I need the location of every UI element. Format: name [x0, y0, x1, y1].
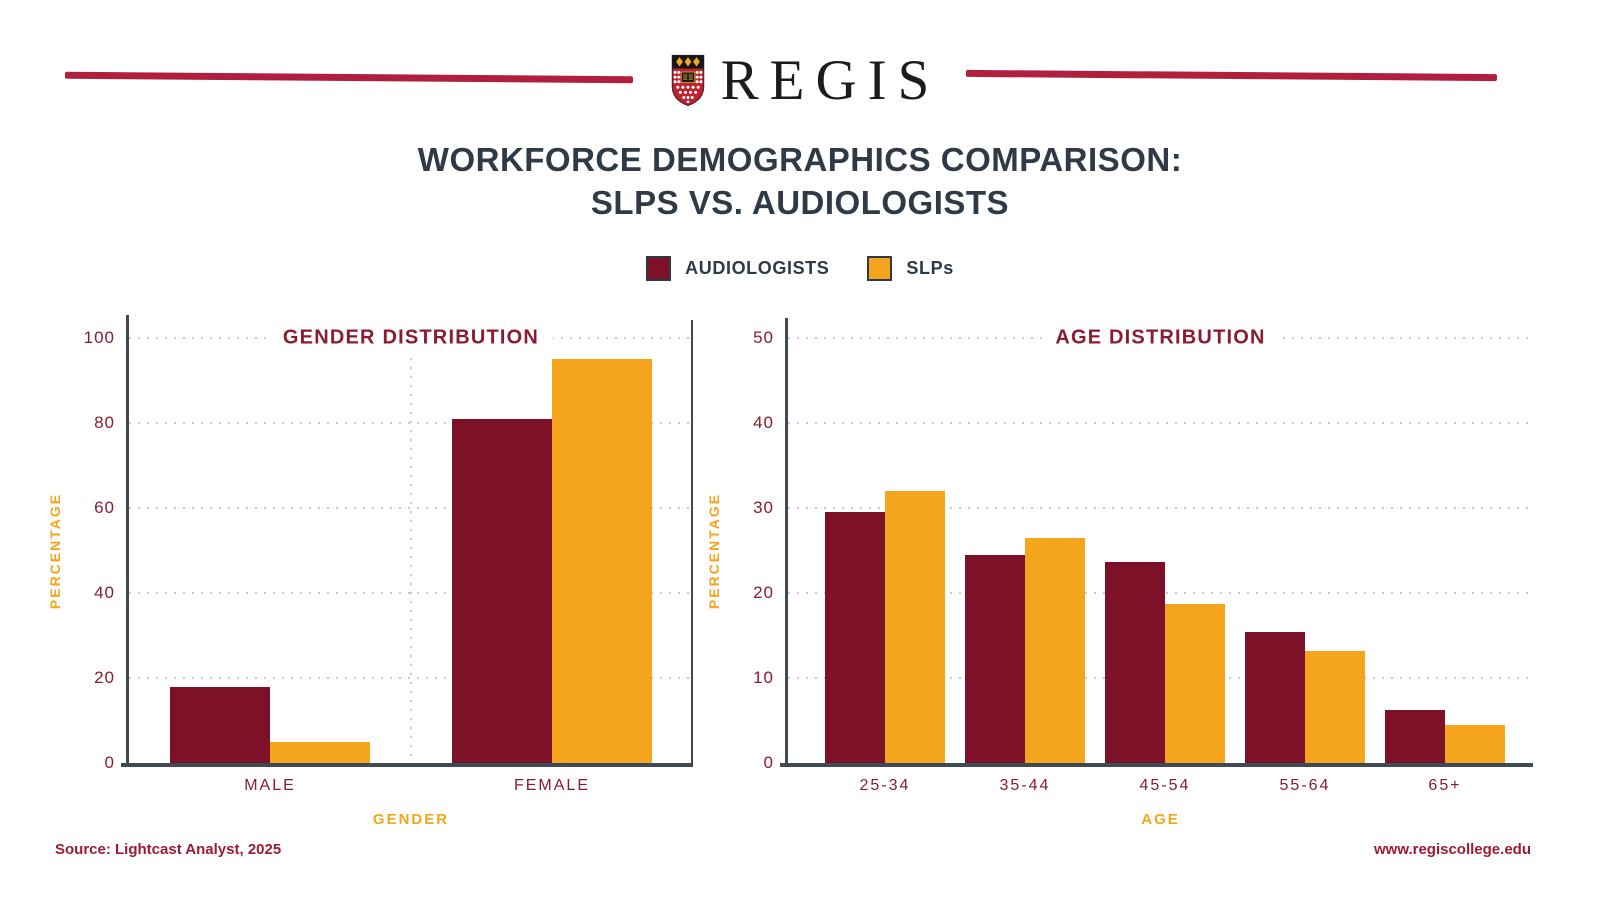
x-axis-line	[121, 763, 693, 767]
x-tick-label-female: FEMALE	[513, 777, 590, 794]
bar-slps-male	[270, 741, 370, 763]
bar-slps-25-34	[885, 491, 945, 763]
y-axis-line	[126, 315, 129, 765]
y-tick-label-30: 30	[753, 498, 774, 517]
regis-wordmark: REGIS	[720, 49, 941, 112]
bar-audiologists-45-54	[1105, 561, 1165, 763]
y-tick-label-100: 100	[83, 328, 115, 347]
y-axis-title-text: PERCENTAGE	[706, 492, 723, 609]
bar-audiologists-35-44	[965, 554, 1025, 763]
legend-item-audiologists: AUDIOLOGISTS	[646, 256, 829, 281]
gridline-30	[788, 507, 1533, 509]
x-tick-label-45-54: 45-54	[1139, 777, 1191, 794]
legend-label-slps: SLPs	[906, 258, 954, 278]
bar-slps-55-64	[1305, 650, 1365, 763]
y-tick-label-40: 40	[753, 413, 774, 432]
plot-right-border	[691, 320, 693, 767]
x-axis-title-age: AGE	[1141, 811, 1180, 828]
y-tick-label-40: 40	[94, 583, 115, 602]
y-tick-label-60: 60	[94, 498, 115, 517]
category-separator-gridline	[410, 358, 412, 757]
y-tick-label-80: 80	[94, 413, 115, 432]
x-tick-label-55-64: 55-64	[1279, 777, 1331, 794]
audiologists-swatch-icon	[646, 256, 672, 281]
y-tick-label-20: 20	[94, 668, 115, 687]
website-url: www.regiscollege.edu	[1374, 841, 1531, 858]
y-tick-label-10: 10	[753, 668, 774, 687]
slps-swatch-icon	[867, 256, 893, 281]
x-tick-label-35-44: 35-44	[999, 777, 1051, 794]
bar-audiologists-65	[1385, 710, 1445, 763]
y-axis-title-percentage: PERCENTAGE	[45, 338, 65, 763]
x-tick-label-male: MALE	[244, 777, 296, 794]
y-axis-line	[785, 318, 788, 765]
bar-audiologists-female	[452, 418, 552, 763]
bar-slps-45-54	[1165, 604, 1225, 763]
gridline-40	[788, 422, 1533, 424]
y-tick-label-20: 20	[753, 583, 774, 602]
legend-item-slps: SLPs	[867, 256, 953, 281]
source-note: Source: Lightcast Analyst, 2025	[55, 841, 282, 858]
x-axis-title-gender: GENDER	[372, 811, 450, 828]
y-tick-label-0: 0	[763, 753, 774, 772]
regis-logo: REGIS	[0, 52, 1600, 109]
gender-distribution-chart: 0 20 40 60 80 100 MALE FEMALE GENDER DISTRIBUTIO…	[47, 315, 693, 828]
bar-audiologists-25-34	[825, 512, 885, 763]
x-tick-label-65: 65+	[1428, 777, 1462, 794]
bar-audiologists-55-64	[1245, 632, 1305, 763]
chart-legend: AUDIOLOGISTS SLPs	[0, 256, 1600, 281]
y-axis-title-percentage: PERCENTAGE	[704, 338, 724, 763]
regis-crest-icon	[671, 54, 704, 107]
page-title-line2: SLPS VS. AUDIOLOGISTS	[590, 184, 1010, 221]
page-title-line1: WORKFORCE DEMOGRAPHICS COMPARISON:	[417, 141, 1183, 178]
legend-label-audiologists: AUDIOLOGISTS	[685, 258, 830, 278]
bar-audiologists-male	[170, 686, 270, 763]
bar-slps-female	[552, 359, 652, 763]
page-title: WORKFORCE DEMOGRAPHICS COMPARISON: SLPS …	[0, 138, 1600, 224]
chart-title-gender-distribution: GENDER DISTRIBUTION	[268, 326, 554, 350]
x-tick-label-25-34: 25-34	[859, 777, 911, 794]
y-axis-title-text: PERCENTAGE	[47, 492, 64, 609]
chart-title-age-distribution: AGE DISTRIBUTION	[1041, 326, 1280, 350]
bar-slps-65	[1445, 724, 1505, 763]
x-axis-line	[780, 763, 1533, 767]
age-distribution-chart: 0 10 20 30 40 50 25-34 35-44 45-54 55-64 65+ AGE DI…	[706, 318, 1533, 828]
y-tick-label-0: 0	[104, 753, 115, 772]
bar-slps-35-44	[1025, 537, 1085, 763]
y-tick-label-50: 50	[753, 328, 774, 347]
